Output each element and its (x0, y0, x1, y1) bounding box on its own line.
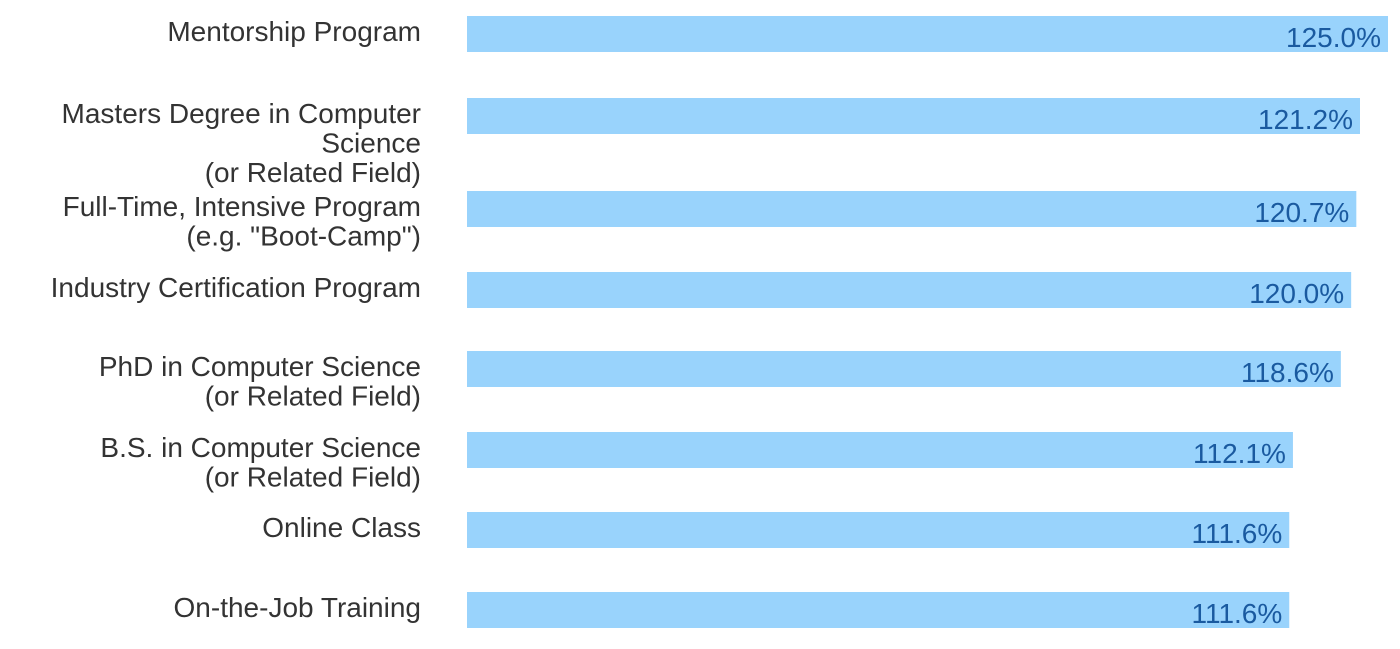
bar-1 (467, 98, 1361, 134)
value-label-7: 111.6% (1191, 598, 1282, 629)
bar-5 (467, 432, 1293, 468)
bar-6 (467, 512, 1290, 548)
category-label-2-line-0: Full-Time, Intensive Program (63, 191, 421, 222)
value-label-6: 111.6% (1191, 518, 1282, 549)
category-labels: Mentorship Program Masters Degree in Comp… (51, 16, 421, 623)
value-labels: 125.0% 121.2% 120.7% 120.0% 118.6% 112.1% 111.… (1191, 22, 1381, 629)
category-label-2-line-1: (e.g. "Boot-Camp") (186, 221, 421, 252)
category-label-1-line-2: (or Related Field) (205, 157, 421, 188)
value-label-3: 120.0% (1249, 278, 1344, 309)
category-label-0-line-0: Mentorship Program (167, 16, 421, 47)
bar-7 (467, 592, 1290, 628)
category-label-4-line-1: (or Related Field) (205, 381, 421, 412)
value-label-0: 125.0% (1286, 22, 1381, 53)
bar-2 (467, 191, 1357, 227)
category-label-4-line-0: PhD in Computer Science (99, 351, 421, 382)
bar-3 (467, 272, 1352, 308)
value-label-2: 120.7% (1254, 197, 1349, 228)
bar-0 (467, 16, 1388, 52)
category-label-1-line-0: Masters Degree in Computer (62, 98, 421, 129)
category-label-5-line-1: (or Related Field) (205, 462, 421, 493)
value-label-5: 112.1% (1193, 438, 1286, 469)
bars (467, 16, 1388, 628)
category-label-6-line-0: Online Class (262, 512, 421, 543)
value-label-1: 121.2% (1258, 104, 1353, 135)
bar-4 (467, 351, 1341, 387)
category-label-7-line-0: On-the-Job Training (174, 592, 421, 623)
category-label-3-line-0: Industry Certification Program (51, 272, 421, 303)
value-label-4: 118.6% (1241, 357, 1334, 388)
category-label-1-line-1: Science (321, 128, 421, 159)
category-label-5-line-0: B.S. in Computer Science (100, 432, 421, 463)
